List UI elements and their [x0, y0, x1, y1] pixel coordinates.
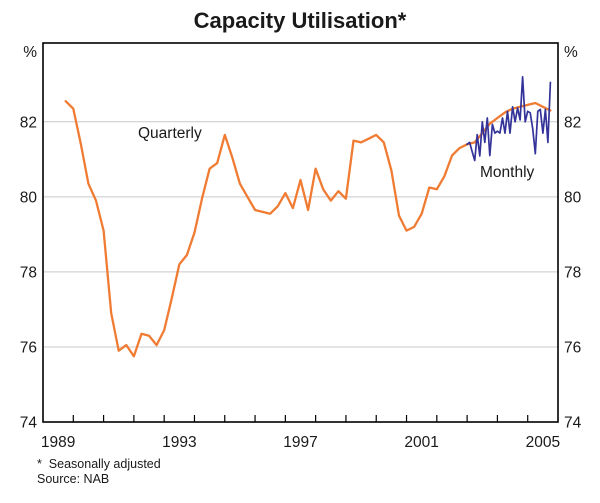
- x-label-2005: 2005: [526, 434, 560, 451]
- y-label-right-76: 76: [564, 339, 581, 356]
- y-label-right-74: 74: [564, 415, 582, 432]
- y-label-left-76: 76: [20, 339, 37, 356]
- footnote-seasonally-adjusted: * Seasonally adjusted: [37, 457, 161, 471]
- y-label-left-74: 74: [20, 415, 38, 432]
- plot-frame: [42, 42, 559, 423]
- footnotes: * Seasonally adjusted Source: NAB: [37, 457, 161, 486]
- monthly-series-label: Monthly: [480, 164, 535, 181]
- y-unit-right: %: [564, 44, 578, 61]
- chart-title: Capacity Utilisation*: [193, 8, 407, 33]
- x-label-1993: 1993: [162, 434, 196, 451]
- footnote-source: Source: NAB: [37, 471, 110, 486]
- x-label-1997: 1997: [283, 434, 317, 451]
- y-label-right-78: 78: [564, 264, 581, 281]
- y-label-right-82: 82: [564, 114, 581, 131]
- x-label-1989: 1989: [41, 434, 75, 451]
- quarterly-series-label: Quarterly: [138, 125, 202, 142]
- y-label-left-82: 82: [20, 114, 37, 131]
- y-unit-left: %: [23, 44, 37, 61]
- monthly-line: [466, 75, 552, 162]
- y-label-left-78: 78: [20, 264, 37, 281]
- x-label-2001: 2001: [404, 434, 438, 451]
- y-label-right-80: 80: [564, 189, 582, 206]
- y-label-left-80: 80: [20, 189, 38, 206]
